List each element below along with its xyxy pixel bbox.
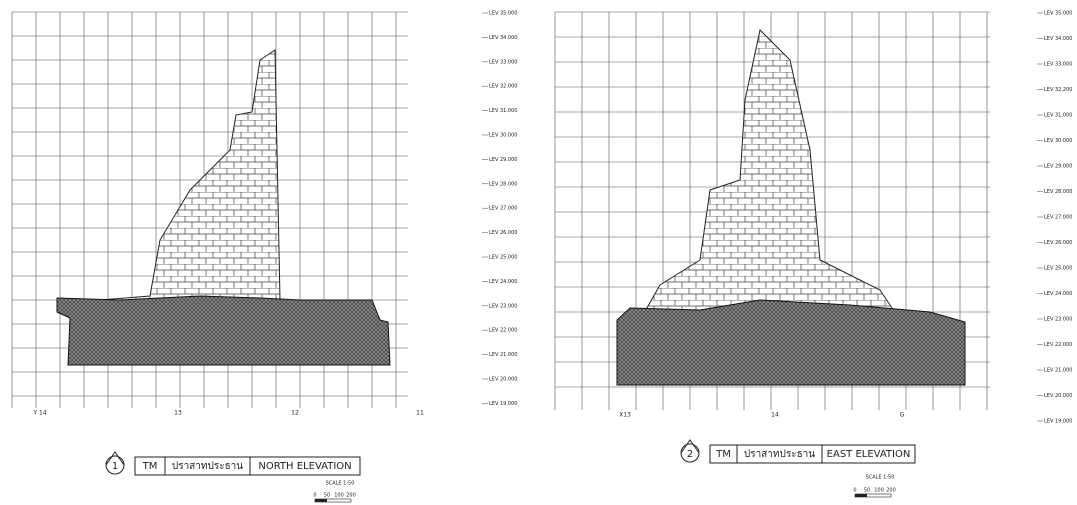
base-rubble (616, 299, 966, 386)
level-label: LEV 24.000 (489, 279, 517, 285)
title-view: EAST ELEVATION (827, 449, 911, 460)
column-label: G (900, 412, 905, 419)
level-label: LEV 26.000 (489, 230, 517, 236)
title-code: TM (715, 449, 731, 460)
level-label: LEV 20.000 (489, 377, 517, 383)
tower-masonry (639, 28, 901, 321)
title-box (709, 444, 916, 464)
level-label: LEV 19.000 (489, 401, 517, 407)
scale-bar-label: 0 (313, 493, 316, 499)
level-label: LEV 28.000 (489, 181, 517, 187)
level-label: LEV 23.000 (489, 303, 517, 309)
level-label: LEV 29.000 (489, 157, 517, 163)
level-label: LEV 19.000 (1044, 419, 1072, 425)
title-number: 2 (687, 449, 693, 460)
level-label: LEV 29.000 (1044, 164, 1072, 170)
level-label: LEV 23.000 (1044, 317, 1072, 323)
scale-bar-label: 100 (334, 493, 344, 499)
title-box (134, 456, 361, 476)
scale-bar-label: 100 (874, 488, 884, 494)
scale-bar-fill (855, 494, 867, 497)
level-label: LEV 24.000 (1044, 291, 1072, 297)
title-number: 1 (112, 461, 118, 472)
title-name: ปราสาทประธาน (744, 449, 815, 460)
level-label: LEV 20.000 (1044, 393, 1072, 399)
column-label: 12 (291, 410, 299, 417)
level-label: LEV 21.000 (489, 352, 517, 358)
scale-label: SCALE 1:50 (866, 475, 895, 481)
level-label: LEV 27.000 (489, 206, 517, 212)
column-label: Y 14 (32, 410, 46, 417)
title-view: NORTH ELEVATION (258, 461, 351, 472)
level-label: LEV 31.000 (1044, 113, 1072, 119)
title-arrow (105, 451, 125, 466)
level-label: LEV 35.000 (489, 11, 517, 17)
level-label: LEV 32.200 (1044, 87, 1072, 93)
title-code: TM (142, 461, 158, 472)
scale-bar-label: 50 (864, 488, 870, 494)
level-label: LEV 30.000 (1044, 138, 1072, 144)
elevation-panel: LEV 35.000 LEV 34.000 LEV 33.000 LEV 32.000… (11, 11, 517, 503)
column-label: 13 (174, 410, 182, 417)
level-label: LEV 21.000 (1044, 368, 1072, 374)
level-label: LEV 32.000 (489, 84, 517, 90)
level-label: LEV 34.000 (489, 35, 517, 41)
column-label: X13 (619, 412, 631, 419)
column-label: 11 (416, 410, 424, 417)
tower-masonry (99, 49, 281, 301)
column-label: 14 (771, 412, 779, 419)
level-label: LEV 27.000 (1044, 215, 1072, 221)
scale-bar-label: 0 (853, 488, 856, 494)
scale-bar-fill (315, 499, 327, 502)
scale-bar-label: 50 (324, 493, 330, 499)
elevation-panel: LEV 35.000 LEV 34.000 LEV 33.000 LEV 32.200… (554, 11, 1072, 498)
level-label: LEV 26.000 (1044, 240, 1072, 246)
title-name: ปราสาทประธาน (172, 461, 243, 472)
level-label: LEV 28.000 (1044, 189, 1072, 195)
base-rubble (56, 295, 391, 366)
level-label: LEV 34.000 (1044, 36, 1072, 42)
level-label: LEV 25.000 (489, 255, 517, 261)
scale-bar-label: 200 (346, 493, 356, 499)
level-label: LEV 25.000 (1044, 266, 1072, 272)
level-label: LEV 31.000 (489, 108, 517, 114)
title-arrow (680, 439, 700, 454)
level-label: LEV 33.000 (1044, 62, 1072, 68)
level-label: LEV 33.000 (489, 59, 517, 65)
level-label: LEV 30.000 (489, 133, 517, 139)
level-label: LEV 35.000 (1044, 11, 1072, 17)
level-label: LEV 22.000 (1044, 342, 1072, 348)
scale-bar-label: 200 (886, 488, 896, 494)
scale-label: SCALE 1:50 (326, 481, 355, 487)
level-label: LEV 22.000 (489, 328, 517, 334)
